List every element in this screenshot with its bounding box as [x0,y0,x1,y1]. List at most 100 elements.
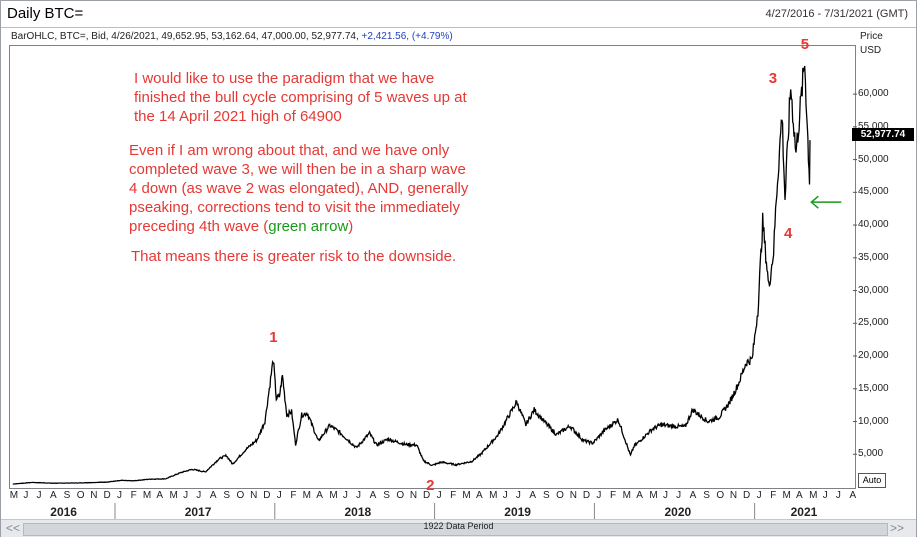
x-tick-label: J [117,490,122,501]
annotation-text: ) [348,218,354,235]
x-axis-ticks [114,503,756,519]
price-axis-title: Price [860,31,883,42]
x-tick-label: J [356,490,362,501]
x-tick-label: F [130,490,137,501]
annotation-line: completed wave 3, we will then be in a s… [129,161,466,178]
x-tick-label: F [450,490,457,501]
y-tick-label: 10,000 [858,415,889,427]
x-tick-label: J [342,490,348,501]
y-tick-label: 25,000 [858,317,889,329]
x-tick-label: S [703,490,710,501]
y-tick-label: 30,000 [858,284,889,296]
annotation-paragraph-3: That means there is greater risk to the … [131,247,456,266]
title-bar: Daily BTC= 4/27/2016 - 7/31/2021 (GMT) [1,1,916,28]
x-tick-label: A [689,490,697,501]
x-tick-label: M [809,490,818,501]
x-tick-label: S [383,490,390,501]
y-axis-ticks [853,93,857,455]
x-tick-label: F [609,490,617,501]
x-tick-label: D [103,490,111,501]
annotation-line: the 14 April 2021 high of 64900 [134,108,342,125]
y-tick-label: 5,000 [858,448,884,460]
x-tick-label: M [462,490,471,501]
chart-title: Daily BTC= [7,5,84,22]
x-tick-label: J [502,490,508,501]
x-tick-label: J [676,490,682,501]
x-tick-label: M [169,490,178,501]
green-arrow-icon [810,195,842,209]
y-tick-label: 40,000 [858,219,889,231]
data-period-label: 1922 Data Period [423,521,494,531]
y-tick-label: 55,000 [858,120,889,132]
annotation-paragraph-1: I would like to use the paradigm that we… [134,69,467,126]
x-tick-label: A [209,490,217,501]
x-tick-label: F [290,490,297,501]
year-label: 2021 [790,505,818,519]
y-tick-label: 50,000 [858,153,889,165]
x-tick-label: N [250,490,258,501]
x-tick-label: J [183,490,189,501]
annotation-line: 4 down (as wave 2 was elongated), AND, g… [129,180,469,197]
x-tick-label: J [596,490,602,501]
x-tick-label: N [569,490,577,501]
wave-label: 1 [269,329,278,347]
annotation-line: I would like to use the paradigm that we… [134,70,435,87]
x-tick-label: J [515,490,521,501]
annotation-line: That means there is greater risk to the … [131,248,457,265]
x-tick-label: A [50,490,57,501]
year-label: 2016 [50,505,77,519]
x-tick-label: O [556,490,564,501]
auto-scale-button[interactable]: Auto [858,473,886,488]
x-tick-label: S [223,490,231,501]
annotation-paragraph-2: Even if I am wrong about that, and we ha… [129,141,468,236]
x-tick-label: A [636,490,643,501]
x-tick-label: J [835,490,841,501]
x-tick-label: J [36,490,42,501]
wave-label: 3 [768,70,778,88]
annotation-green-text: green arrow [268,218,349,235]
x-tick-label: D [423,490,431,501]
x-tick-label: O [396,490,405,501]
annotation-line: preceding 4th wave (green arrow) [129,217,468,236]
scroll-left-icon[interactable]: << [6,521,21,535]
scroll-right-icon[interactable]: >> [889,521,904,535]
annotation-line: finished the bull cycle comprising of 5 … [134,89,467,106]
year-label: 2020 [664,505,692,519]
x-tick-label: J [756,490,762,501]
x-tick-label: J [822,490,828,501]
year-label: 2017 [184,505,212,519]
annotation-line: pseaking, corrections tend to visit the … [129,199,460,216]
x-tick-label: A [529,490,537,501]
year-label: 2018 [344,505,372,519]
x-tick-label: M [782,490,791,501]
x-tick-label: O [716,490,725,501]
price-change: +2,421.56, (+4.79%) [361,31,453,42]
x-tick-label: S [63,490,71,501]
scroll-thumb[interactable] [23,523,888,536]
x-tick-label: J [196,490,202,501]
x-tick-label: A [849,490,857,501]
x-tick-label: O [76,490,85,501]
scroll-bar[interactable]: << 1922 Data Period >> [1,519,916,537]
x-tick-label: N [729,490,738,501]
date-range: 4/27/2016 - 7/31/2021 (GMT) [765,8,908,20]
wave-label: 4 [783,224,793,242]
x-tick-label: D [743,490,751,501]
x-tick-label: M [622,490,631,501]
x-tick-label: A [316,490,323,501]
x-tick-label: A [369,490,377,501]
wave-label: 5 [800,36,810,54]
annotation-line: Even if I am wrong about that, and we ha… [129,142,450,159]
x-tick-label: M [329,490,338,501]
x-tick-label: A [476,490,483,501]
x-tick-label: F [770,490,777,501]
x-tick-label: J [662,490,668,501]
y-tick-label: 15,000 [858,382,889,394]
price-chart [12,65,857,519]
x-tick-label: D [582,490,591,501]
plot-area[interactable] [9,45,856,489]
y-tick-label: 20,000 [858,350,889,362]
year-label: 2019 [504,505,531,519]
ohlc-values: BarOHLC, BTC=, Bid, 4/26/2021, 49,652.95… [11,31,359,42]
